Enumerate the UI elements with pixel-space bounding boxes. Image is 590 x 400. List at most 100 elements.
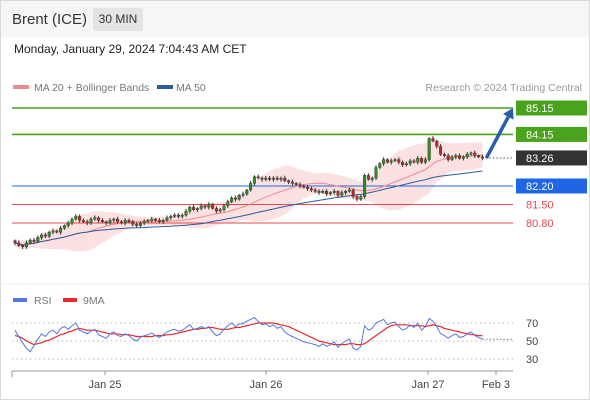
- candle-body: [89, 218, 93, 224]
- candle-body: [309, 188, 313, 191]
- level-label-85.15: 85.15: [526, 103, 554, 115]
- ma9-legend-label: 9MA: [83, 295, 105, 307]
- candle-body: [363, 175, 367, 197]
- candle-body: [131, 221, 135, 225]
- candle-body: [404, 163, 408, 166]
- candle-body: [359, 196, 363, 200]
- candle-body: [85, 221, 89, 224]
- candle-body: [382, 159, 386, 164]
- candle-body: [176, 214, 180, 217]
- candle-body: [252, 176, 256, 184]
- candle-body: [32, 239, 36, 242]
- candle-body: [374, 167, 378, 179]
- instrument-title: Brent (ICE): [12, 11, 88, 28]
- candle-body: [298, 184, 302, 187]
- level-badge-85.15: [516, 100, 587, 116]
- candle-body: [427, 138, 431, 160]
- level-label-82.20: 82.20: [526, 181, 554, 193]
- rsi-tick-70: 70: [526, 318, 538, 330]
- target-arrow-head: [503, 108, 514, 120]
- candle-body: [135, 224, 139, 226]
- candle-body: [36, 237, 40, 242]
- candle-body: [123, 220, 127, 224]
- candle-body: [47, 232, 51, 237]
- candle-body: [241, 193, 245, 196]
- x-axis: Jan 25 Jan 26 Jan 27 Feb 3: [1, 283, 589, 391]
- candle-body: [226, 201, 230, 207]
- candle-body: [275, 177, 279, 180]
- level-badge-84.15: [516, 126, 587, 142]
- candle-body: [461, 156, 465, 159]
- candle-body: [442, 154, 446, 156]
- candle-body: [214, 208, 218, 212]
- bollinger-band-area: [15, 139, 483, 252]
- candle-body: [66, 222, 70, 226]
- candle-body: [458, 155, 462, 159]
- candle-body: [287, 180, 291, 183]
- candle-body: [366, 175, 370, 180]
- candle-body: [119, 221, 123, 224]
- candle-body: [116, 218, 120, 222]
- candle-body: [344, 191, 348, 193]
- level-badge-82.20: [516, 178, 587, 194]
- candle-body: [100, 220, 104, 222]
- candle-body: [55, 230, 59, 233]
- x-tick-label: Jan 27: [411, 379, 444, 391]
- candle-body: [146, 220, 150, 222]
- candle-body: [446, 155, 450, 160]
- candle-body: [351, 189, 355, 197]
- candle-body: [199, 205, 203, 209]
- rsi-panel: RSI 9MA 70 50 30: [12, 295, 538, 366]
- candle-body: [108, 220, 112, 224]
- price-levels: [12, 107, 513, 224]
- candle-body: [233, 197, 237, 200]
- candle-body: [401, 161, 405, 166]
- candle-body: [245, 189, 249, 195]
- candle-body: [439, 146, 443, 155]
- candle-body: [313, 189, 317, 192]
- candle-body: [420, 158, 424, 163]
- candle-body: [480, 156, 484, 159]
- candle-body: [93, 217, 97, 220]
- legend: MA 20 + Bollinger Bands MA 50 Research ©…: [13, 82, 582, 94]
- timeframe-badge[interactable]: 30 MIN: [93, 8, 143, 31]
- candle-body: [416, 158, 420, 163]
- candle-body: [271, 177, 275, 180]
- candle-body: [207, 204, 211, 208]
- candle-body: [355, 196, 359, 200]
- candle-body: [256, 176, 260, 179]
- candle-body: [385, 159, 389, 163]
- level-label-84.15: 84.15: [526, 129, 554, 141]
- bollinger-bands: [15, 139, 483, 252]
- candle-body: [332, 191, 336, 193]
- candle-body: [237, 195, 241, 200]
- candle-body: [173, 214, 177, 217]
- candle-body: [340, 192, 344, 196]
- header-bar: Brent (ICE) 30 MIN: [1, 1, 589, 37]
- candle-body: [325, 191, 329, 195]
- candle-body: [97, 217, 101, 221]
- candle-body: [249, 183, 253, 191]
- candle-body: [393, 159, 397, 162]
- candle-body: [184, 210, 188, 216]
- candle-body: [70, 218, 74, 224]
- candle-body: [211, 204, 215, 209]
- candle-body: [81, 220, 85, 222]
- level-label-81.50: 81.50: [526, 199, 554, 211]
- candle-body: [408, 160, 412, 164]
- candle-body: [180, 214, 184, 217]
- candle-body: [317, 191, 321, 193]
- candle-body: [17, 242, 21, 246]
- candle-body: [431, 138, 435, 142]
- candle-body: [13, 240, 17, 244]
- candle-body: [397, 159, 401, 163]
- legend-swatch-ma20: [13, 85, 29, 89]
- candle-body: [279, 177, 283, 180]
- level-label-80.80: 80.80: [526, 218, 554, 230]
- candle-body: [321, 191, 325, 193]
- legend-label-ma50: MA 50: [176, 82, 206, 94]
- ma9-legend-swatch: [63, 298, 77, 302]
- candle-body: [195, 208, 199, 210]
- candle-body: [264, 177, 268, 180]
